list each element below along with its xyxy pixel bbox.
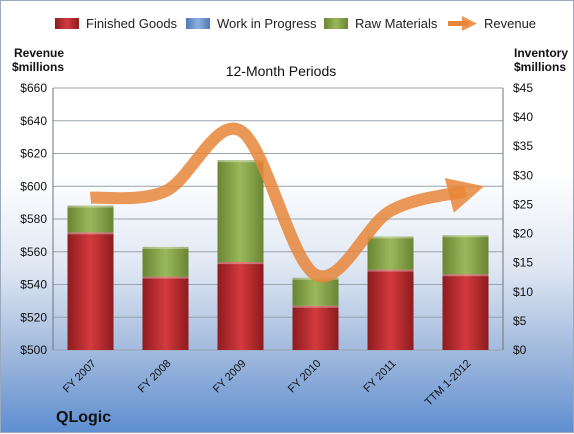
right-tick-label: $30 [513, 168, 533, 182]
legend-swatch-work-in-progress [186, 18, 210, 29]
legend-label-revenue: Revenue [484, 16, 536, 31]
left-tick-label: $540 [20, 278, 47, 292]
legend-label-work-in-progress: Work in Progress [217, 16, 317, 31]
right-tick-label: $40 [513, 110, 533, 124]
plot-area: $500 $520 $540 $560 $580 $600 $620 $640 $660 $0 $5… [20, 81, 533, 408]
legend-label-raw-materials: Raw Materials [355, 16, 438, 31]
bar-finished-goods [217, 262, 264, 350]
left-tick-label: $500 [20, 343, 47, 357]
right-tick-label: $35 [513, 139, 533, 153]
bar-raw-materials [367, 236, 414, 270]
left-tick-label: $640 [20, 114, 47, 128]
bar-raw-materials [442, 235, 489, 275]
category-label: FY 2008 [136, 358, 174, 396]
left-axis-title-line-1: Revenue [14, 46, 64, 60]
category-label: FY 2010 [286, 358, 324, 396]
bar-finished-goods [367, 269, 414, 350]
right-axis-title-line-1: Inventory [514, 46, 568, 60]
left-tick-label: $620 [20, 147, 47, 161]
legend-swatch-raw-materials [324, 18, 348, 29]
right-tick-label: $10 [513, 285, 533, 299]
right-tick-label: $25 [513, 197, 533, 211]
right-tick-label: $5 [513, 314, 527, 328]
right-tick-label: $0 [513, 343, 527, 357]
bar-raw-materials [142, 246, 189, 277]
revenue-line [89, 122, 485, 283]
bar-raw-materials [217, 160, 264, 263]
bar-raw-materials [292, 277, 339, 306]
bar-finished-goods [442, 274, 489, 350]
category-label: FY 2009 [211, 358, 249, 396]
legend-swatch-finished-goods [55, 18, 79, 29]
company-name: QLogic [56, 409, 111, 426]
left-tick-label: $520 [20, 310, 47, 324]
left-axis-title-line-2: $millions [12, 60, 64, 74]
bar-finished-goods [67, 232, 114, 350]
bar-finished-goods [142, 276, 189, 350]
legend: Finished Goods Work in Progress Raw Mate… [55, 16, 536, 31]
legend-label-finished-goods: Finished Goods [86, 16, 178, 31]
category-label: FY 2011 [361, 358, 398, 395]
bar-finished-goods [292, 305, 339, 350]
left-tick-label: $560 [20, 245, 47, 259]
right-axis-title-line-2: $millions [514, 60, 566, 74]
category-label: TTM 1-2012 [423, 358, 474, 409]
right-tick-label: $45 [513, 81, 533, 95]
right-tick-label: $20 [513, 227, 533, 241]
left-tick-label: $600 [20, 179, 47, 193]
left-tick-label: $580 [20, 212, 47, 226]
bar-raw-materials [67, 205, 114, 233]
right-tick-label: $15 [513, 256, 533, 270]
category-label: FY 2007 [61, 358, 99, 396]
chart-subtitle: 12-Month Periods [226, 63, 337, 79]
left-tick-label: $660 [20, 81, 47, 95]
